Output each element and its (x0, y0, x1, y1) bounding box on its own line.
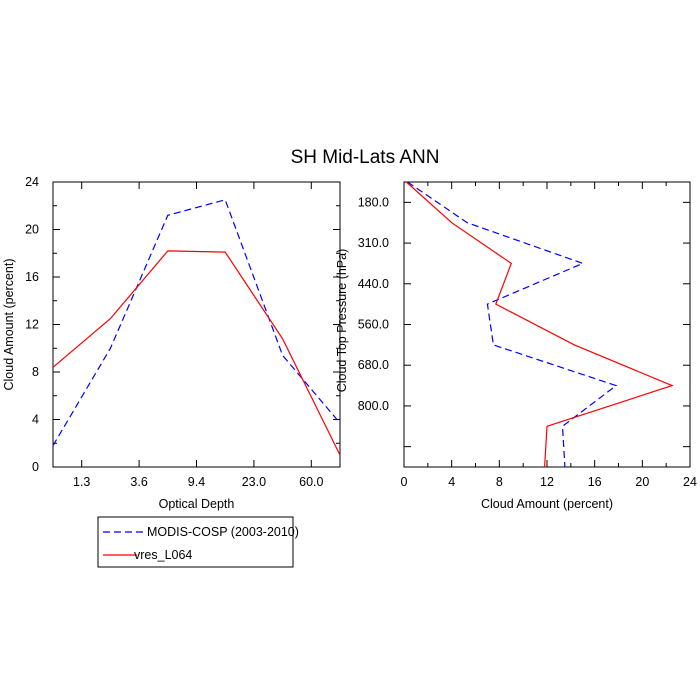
right-series-obs-line (407, 181, 618, 468)
right-y-tick-label: 800.0 (358, 399, 389, 413)
left-y-tick-label: 12 (25, 318, 39, 332)
left-plot-frame (52, 181, 341, 468)
right-x-tick-label: 24 (683, 475, 697, 489)
right-y-tick-label: 680.0 (358, 358, 389, 372)
left-y-tick-label: 20 (25, 223, 39, 237)
right-x-tick-label: 4 (448, 475, 455, 489)
left-x-axis-title: Optical Depth (159, 497, 235, 511)
left-y-tick-label: 8 (32, 365, 39, 379)
left-series-model-line (52, 250, 341, 456)
right-series-model-line (405, 181, 674, 468)
left-series-obs-line (52, 199, 341, 446)
left-x-tick-label: 9.4 (188, 475, 205, 489)
left-x-tick-label: 3.6 (130, 475, 147, 489)
left-y-tick-label: 4 (32, 413, 39, 427)
right-y-tick-label: 440.0 (358, 277, 389, 291)
right-y-axis-title: Cloud Top Pressure (hPa) (335, 249, 349, 393)
right-y-tick-label: 560.0 (358, 318, 389, 332)
left-y-tick-label: 16 (25, 270, 39, 284)
right-x-tick-label: 0 (401, 475, 408, 489)
right-plot-frame (403, 181, 691, 468)
left-y-tick-label: 24 (25, 175, 39, 189)
left-y-axis-title: Cloud Amount (percent) (2, 258, 16, 390)
legend-box (97, 516, 294, 568)
legend: MODIS-COSP (2003-2010) vres_L064 (97, 516, 299, 568)
legend-label-obs: MODIS-COSP (2003-2010) (147, 525, 299, 539)
right-panel-cloud-top-pressure: 0 4 8 12 16 20 24 180.0 310.0 440.0 560.0 680.0 800.… (335, 181, 697, 511)
left-x-tick-label: 23.0 (242, 475, 266, 489)
left-y-tick-label: 0 (32, 460, 39, 474)
right-x-axis-title: Cloud Amount (percent) (481, 497, 613, 511)
left-panel-optical-depth: 0 4 8 12 16 20 24 1.3 3.6 9.4 23.0 60.0 Optical Dept… (2, 175, 341, 511)
right-x-tick-label: 16 (588, 475, 602, 489)
right-x-tick-label: 20 (635, 475, 649, 489)
right-y-tick-label: 310.0 (358, 236, 389, 250)
left-x-tick-label: 60.0 (299, 475, 323, 489)
legend-label-model: vres_L064 (134, 548, 192, 562)
left-x-tick-label: 1.3 (73, 475, 90, 489)
right-x-tick-label: 8 (496, 475, 503, 489)
right-y-tick-label: 180.0 (358, 195, 389, 209)
right-x-tick-label: 12 (540, 475, 554, 489)
chart-title: SH Mid-Lats ANN (291, 147, 440, 168)
